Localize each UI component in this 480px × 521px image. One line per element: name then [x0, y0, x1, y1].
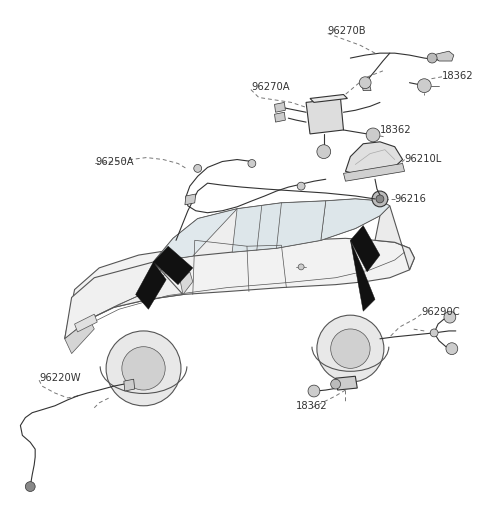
Polygon shape	[180, 272, 193, 294]
Text: 96270B: 96270B	[328, 27, 366, 36]
Circle shape	[331, 379, 340, 389]
Text: 18362: 18362	[296, 401, 328, 411]
Text: 96220W: 96220W	[39, 373, 81, 383]
Polygon shape	[65, 262, 183, 339]
Text: 18362: 18362	[380, 125, 411, 135]
Polygon shape	[344, 164, 405, 181]
Circle shape	[366, 128, 380, 142]
Circle shape	[430, 329, 438, 337]
Polygon shape	[124, 379, 135, 391]
Polygon shape	[185, 194, 196, 205]
Polygon shape	[310, 94, 348, 103]
Polygon shape	[350, 226, 380, 272]
Circle shape	[359, 77, 371, 89]
Polygon shape	[154, 209, 237, 262]
Polygon shape	[432, 51, 454, 61]
Polygon shape	[65, 238, 414, 339]
Circle shape	[308, 385, 320, 397]
Circle shape	[122, 346, 165, 390]
Polygon shape	[275, 112, 286, 122]
Text: 96210L: 96210L	[405, 154, 442, 164]
Circle shape	[444, 311, 456, 323]
Circle shape	[418, 79, 431, 93]
Polygon shape	[350, 240, 375, 311]
Polygon shape	[306, 98, 344, 134]
Polygon shape	[154, 199, 390, 262]
Polygon shape	[361, 83, 371, 91]
Polygon shape	[375, 206, 414, 270]
Polygon shape	[321, 199, 390, 240]
Circle shape	[331, 329, 370, 368]
Circle shape	[376, 195, 384, 203]
Polygon shape	[232, 201, 326, 252]
Text: 96250A: 96250A	[95, 156, 134, 167]
Text: 18362: 18362	[442, 71, 474, 81]
Polygon shape	[65, 319, 94, 354]
Polygon shape	[74, 314, 97, 332]
Circle shape	[317, 145, 331, 158]
Text: 96216: 96216	[395, 194, 427, 204]
Circle shape	[248, 159, 256, 167]
Polygon shape	[336, 376, 357, 390]
Circle shape	[298, 264, 304, 270]
Circle shape	[25, 481, 35, 491]
Circle shape	[427, 53, 437, 63]
Circle shape	[297, 182, 305, 190]
Text: 96290C: 96290C	[421, 307, 460, 317]
Polygon shape	[346, 142, 403, 176]
Circle shape	[106, 331, 181, 406]
Circle shape	[317, 315, 384, 382]
Text: 96270A: 96270A	[251, 82, 289, 92]
Circle shape	[372, 191, 388, 207]
Polygon shape	[275, 103, 286, 112]
Polygon shape	[136, 262, 166, 309]
Polygon shape	[154, 246, 193, 284]
Circle shape	[194, 165, 202, 172]
Circle shape	[446, 343, 458, 355]
